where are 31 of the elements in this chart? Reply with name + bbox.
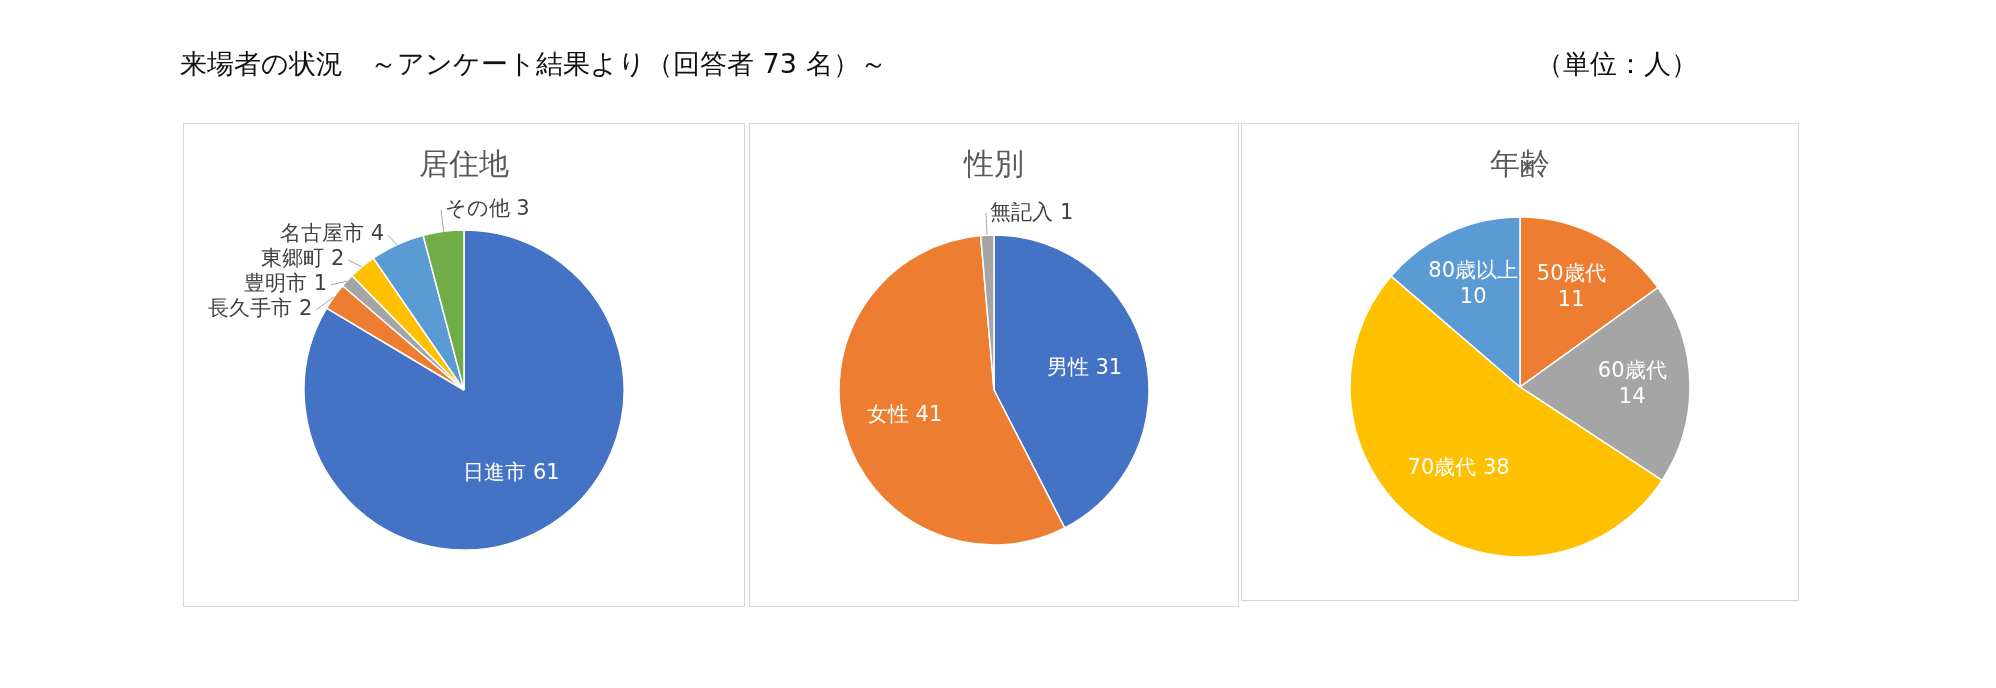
text: 来場者の状況 ～アンケート結果より（回答者 73 名）～ [180, 47, 887, 81]
chart-title: 性別 [963, 145, 1024, 181]
slice-label: 日進市 [463, 459, 527, 484]
data-label: 10 [1459, 284, 1487, 309]
data-label: 61 [532, 459, 560, 484]
slice-label: 60歳代 [1597, 358, 1667, 383]
slice-label: 70歳代 [1407, 454, 1477, 479]
chart-title: 居住地 [419, 145, 509, 181]
data-label: 2 [330, 245, 345, 270]
slice-label: 女性 [866, 402, 909, 427]
data-label: 38 [1482, 454, 1510, 479]
text: （単位：人） [1536, 47, 1698, 81]
data-label: 31 [1095, 354, 1123, 379]
slice-label: 80歳以上 [1428, 258, 1519, 283]
slice-label: 50歳代 [1536, 260, 1606, 285]
data-label: 41 [915, 402, 943, 427]
slice-label: その他 [444, 195, 510, 220]
slice-label: 無記入 [990, 199, 1054, 224]
data-label: 4 [370, 220, 385, 245]
slice-label: 豊明市 [244, 270, 308, 295]
slice-label: 男性 [1046, 354, 1089, 379]
slice-label: 長久手市 [208, 295, 293, 320]
data-label: 1 [1060, 199, 1074, 224]
data-label: 2 [298, 295, 313, 320]
data-label: 3 [516, 195, 530, 220]
data-label: 11 [1557, 286, 1585, 311]
slice-label: 東郷町 [261, 245, 325, 270]
data-label: 14 [1618, 384, 1646, 409]
slice-label: 名古屋市 [280, 220, 365, 245]
data-label: 1 [313, 270, 328, 295]
chart-title: 年齢 [1490, 145, 1550, 181]
